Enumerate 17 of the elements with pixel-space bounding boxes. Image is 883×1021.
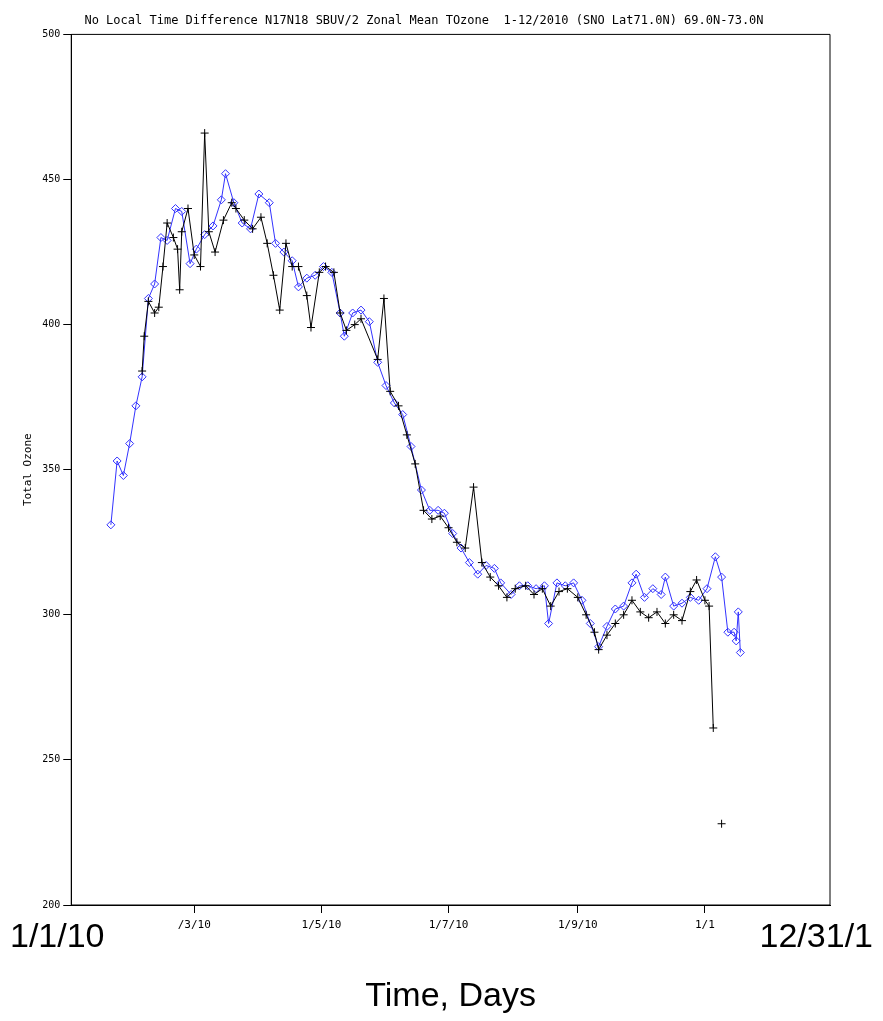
x-tick-label: 1/1	[695, 918, 715, 932]
y-tick-label: 500	[42, 27, 61, 39]
chart-title: No Local Time Difference N17N18 SBUV/2 Zonal Mean TOzone 1-12/2010 (SNO Lat71.0N) 69.0N-73.0N	[84, 13, 764, 28]
y-tick-label: 400	[42, 318, 61, 330]
y-tick-label: 350	[42, 463, 61, 475]
x-tick-label: 1/5/10	[301, 918, 342, 932]
x-tick-label: 1/9/10	[557, 918, 598, 932]
y-tick-label: 450	[42, 173, 61, 185]
y-axis-title: Total Ozone	[21, 433, 35, 507]
text: 1/1/10	[10, 916, 105, 955]
x-axis-title: Time, Days	[365, 974, 536, 1013]
y-tick-label: 250	[42, 753, 61, 765]
y-tick-label: 200	[42, 898, 61, 910]
y-tick-label: 300	[42, 608, 61, 620]
x-tick-label: 1/7/10	[428, 918, 469, 932]
x-tick-label: /3/10	[177, 918, 211, 932]
text: 12/31/1	[759, 916, 873, 955]
